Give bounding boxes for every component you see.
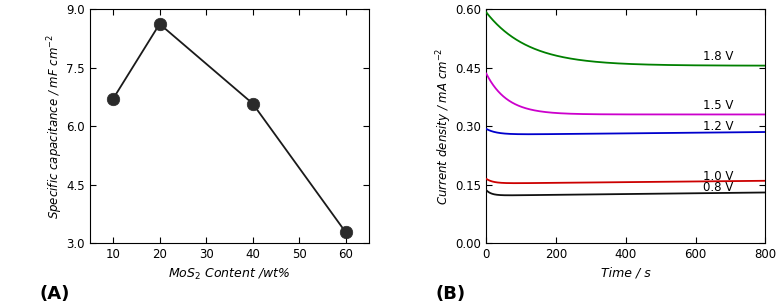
Text: 0.8 V: 0.8 V <box>703 181 733 194</box>
Text: 1.0 V: 1.0 V <box>703 170 733 183</box>
Text: (A): (A) <box>40 285 70 303</box>
Y-axis label: Specific capacitance / mF cm$^{-2}$: Specific capacitance / mF cm$^{-2}$ <box>45 33 65 219</box>
Text: 1.8 V: 1.8 V <box>703 50 733 63</box>
Text: 1.2 V: 1.2 V <box>703 120 733 133</box>
Y-axis label: Current density / mA cm$^{-2}$: Current density / mA cm$^{-2}$ <box>434 47 454 205</box>
X-axis label: Time / s: Time / s <box>601 267 651 280</box>
X-axis label: MoS$_2$ Content /wt%: MoS$_2$ Content /wt% <box>169 267 291 282</box>
Text: 1.5 V: 1.5 V <box>703 99 733 112</box>
Text: (B): (B) <box>436 285 466 303</box>
